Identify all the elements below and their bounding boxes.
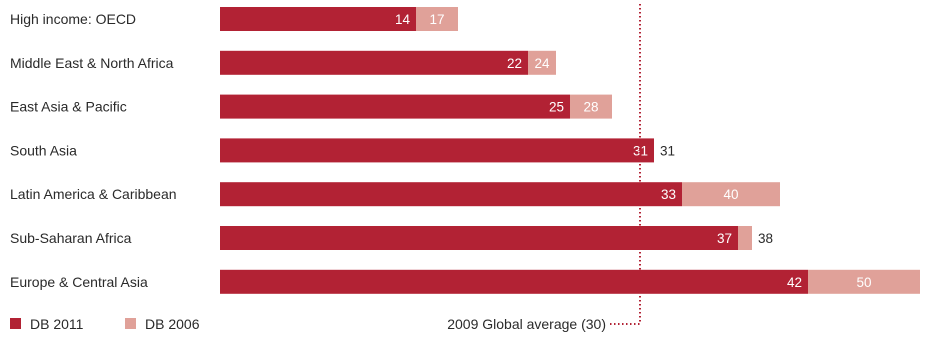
value-label-db2011: 42 <box>787 275 802 290</box>
bar-db2006 <box>738 226 752 250</box>
value-label-db2006: 31 <box>660 143 675 158</box>
category-label: East Asia & Pacific <box>10 99 127 115</box>
value-label-db2011: 37 <box>717 231 732 246</box>
bar-db2006 <box>416 7 458 31</box>
bar-db2006 <box>682 182 780 207</box>
value-label-db2006: 28 <box>583 100 598 115</box>
value-label-db2011: 14 <box>395 12 411 27</box>
reference-line-label: 2009 Global average (30) <box>447 316 606 332</box>
legend-label-db2011: DB 2011 <box>30 316 84 332</box>
bar-db2006 <box>528 50 556 75</box>
bar-db2011 <box>220 269 808 294</box>
value-label-db2011: 33 <box>661 187 676 202</box>
category-label: Sub-Saharan Africa <box>10 230 132 246</box>
bar-db2011 <box>220 94 570 119</box>
value-label-db2011: 25 <box>549 100 564 115</box>
value-label-db2006: 24 <box>534 56 550 71</box>
bar-db2006 <box>570 94 612 119</box>
value-label-db2006: 17 <box>429 12 444 27</box>
bar-db2011 <box>220 226 738 250</box>
value-label-db2006: 50 <box>856 275 871 290</box>
legend-swatch-db2011 <box>10 318 21 329</box>
legend-swatch-db2006 <box>125 318 136 329</box>
bar-db2011 <box>220 7 416 31</box>
category-label: High income: OECD <box>10 11 136 27</box>
legend-label-db2006: DB 2006 <box>145 316 200 332</box>
category-label: Middle East & North Africa <box>10 55 174 71</box>
value-label-db2006: 40 <box>723 187 738 202</box>
category-label: Latin America & Caribbean <box>10 186 177 202</box>
bar-db2011 <box>220 138 654 163</box>
bar-db2011 <box>220 50 528 75</box>
category-label: South Asia <box>10 142 77 158</box>
bar-db2011 <box>220 182 682 207</box>
category-label: Europe & Central Asia <box>10 274 148 290</box>
value-label-db2011: 31 <box>633 143 648 158</box>
value-label-db2011: 22 <box>507 56 522 71</box>
value-label-db2006: 38 <box>758 231 773 246</box>
bar-db2006 <box>808 269 920 294</box>
